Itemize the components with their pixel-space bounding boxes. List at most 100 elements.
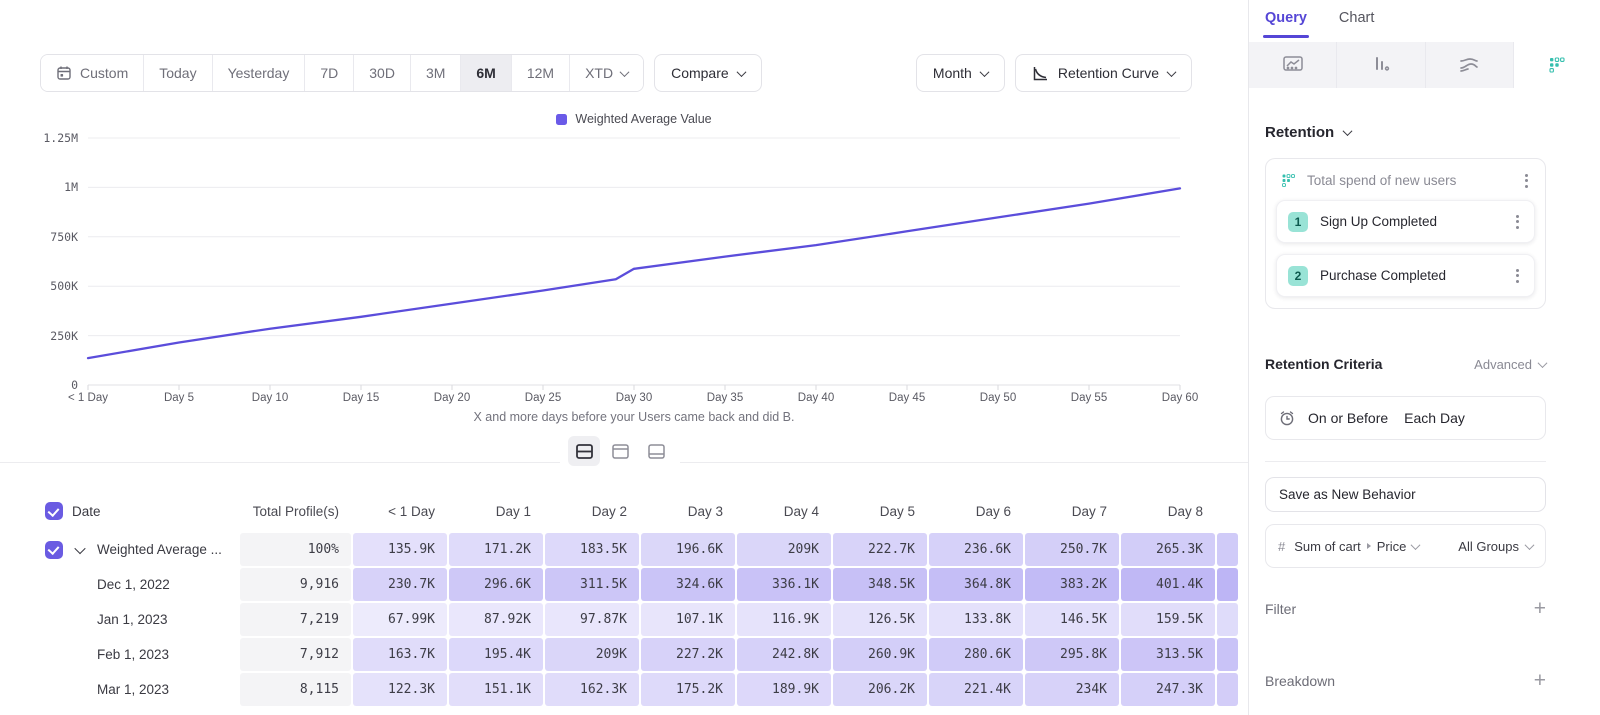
row-date-label: Jan 1, 2023 — [97, 612, 168, 627]
line-plot — [0, 100, 1248, 400]
step-event-label: Sign Up Completed — [1320, 214, 1498, 229]
retention-grid-icon[interactable] — [1514, 42, 1600, 88]
query-sidebar: Query Chart — [1248, 0, 1600, 715]
chart-only-icon[interactable] — [604, 436, 636, 466]
date-range-group: Custom TodayYesterday7D30D3M6M12MXTD — [40, 54, 644, 92]
range-yesterday[interactable]: Yesterday — [213, 55, 306, 91]
x-tick-label: Day 5 — [164, 392, 194, 404]
retention-value-cell: 189.9K — [737, 673, 831, 706]
table-row[interactable]: Weighted Average ...100%135.9K171.2K183.… — [0, 533, 1248, 566]
range-label: Custom — [80, 65, 128, 81]
tab-query[interactable]: Query — [1265, 10, 1307, 38]
total-profiles-cell: 7,912 — [240, 638, 351, 671]
kebab-menu-icon[interactable] — [1510, 268, 1524, 284]
behavior-title: Total spend of new users — [1307, 173, 1509, 188]
compare-button[interactable]: Compare — [654, 54, 762, 92]
retention-section-label: Retention — [1265, 124, 1334, 141]
x-tick-label: Day 55 — [1071, 392, 1107, 404]
measure-dropdown[interactable]: Sum of cart Price — [1294, 539, 1419, 554]
split-view-icon[interactable] — [568, 436, 600, 466]
retention-value-cell: 151.1K — [449, 673, 543, 706]
criteria-timing-row[interactable]: On or Before Each Day — [1265, 396, 1546, 440]
retention-value-cell: 209K — [545, 638, 639, 671]
range-today[interactable]: Today — [144, 55, 212, 91]
calendar-icon — [56, 65, 72, 81]
retention-value-cell: 336.1K — [737, 568, 831, 601]
layout-toggle-group — [560, 436, 680, 466]
filter-label: Filter — [1265, 601, 1534, 617]
retention-value-cell: 126.5K — [833, 603, 927, 636]
total-profiles-cell: 9,916 — [240, 568, 351, 601]
bar-chart-icon[interactable] — [1337, 42, 1425, 88]
chart-type-button[interactable]: Retention Curve — [1015, 54, 1192, 92]
chart-type-label: Retention Curve — [1058, 65, 1159, 81]
retention-value-cell: 196.6K — [641, 533, 735, 566]
criteria-mode-label: Advanced — [1474, 357, 1532, 372]
chevron-down-icon — [736, 67, 746, 77]
kebab-menu-icon[interactable] — [1519, 173, 1533, 189]
range-custom[interactable]: Custom — [41, 55, 144, 91]
x-tick-label: Day 50 — [980, 392, 1016, 404]
table-only-icon[interactable] — [640, 436, 672, 466]
behavior-title-row[interactable]: Total spend of new users — [1266, 159, 1545, 200]
retention-value-cell: 296.6K — [449, 568, 543, 601]
line-chart-icon[interactable] — [1249, 42, 1337, 88]
table-row[interactable]: Jan 1, 20237,21967.99K87.92K97.87K107.1K… — [0, 603, 1248, 636]
breakdown-label: Breakdown — [1265, 673, 1534, 689]
retention-table: DateTotal Profile(s)< 1 DayDay 1Day 2Day… — [0, 492, 1248, 708]
row-checkbox[interactable] — [45, 541, 63, 559]
range-7d[interactable]: 7D — [305, 55, 354, 91]
row-date-label: Dec 1, 2022 — [97, 577, 170, 592]
flow-icon[interactable] — [1426, 42, 1514, 88]
range-30d[interactable]: 30D — [354, 55, 411, 91]
criteria-mode-dropdown[interactable]: Advanced — [1474, 357, 1546, 372]
granularity-label: Month — [933, 65, 972, 81]
tab-chart[interactable]: Chart — [1339, 10, 1374, 38]
add-breakdown-button[interactable]: + — [1534, 670, 1546, 691]
range-3m[interactable]: 3M — [411, 55, 461, 91]
row-date-label: Mar 1, 2023 — [97, 682, 169, 697]
x-tick-label: Day 40 — [798, 392, 834, 404]
table-row[interactable]: Dec 1, 20229,916230.7K296.6K311.5K324.6K… — [0, 568, 1248, 601]
criteria-window-label: Each Day — [1404, 410, 1465, 426]
behavior-step-2[interactable]: 2Purchase Completed — [1276, 254, 1535, 297]
retention-value-cell: 236.6K — [929, 533, 1023, 566]
retention-value-cell: 348.5K — [833, 568, 927, 601]
retention-chart: Weighted Average Value 0250K500K750K1M1.… — [0, 100, 1248, 430]
range-6m[interactable]: 6M — [461, 55, 511, 91]
expand-chevron-icon[interactable] — [74, 542, 85, 553]
x-axis-caption: X and more days before your Users came b… — [88, 410, 1180, 424]
save-as-new-behavior-button[interactable]: Save as New Behavior — [1265, 477, 1546, 512]
table-row[interactable]: Feb 1, 20237,912163.7K195.4K209K227.2K24… — [0, 638, 1248, 671]
retention-section-dropdown[interactable]: Retention — [1265, 124, 1351, 141]
groups-dropdown[interactable]: All Groups — [1458, 539, 1533, 554]
add-filter-button[interactable]: + — [1534, 598, 1546, 619]
retention-value-cell: 401.4K — [1121, 568, 1215, 601]
breakdown-row: Breakdown + — [1265, 670, 1546, 691]
step-number-badge: 2 — [1288, 266, 1308, 286]
range-xtd[interactable]: XTD — [570, 55, 643, 91]
behavior-step-1[interactable]: 1Sign Up Completed — [1276, 200, 1535, 243]
table-row[interactable]: Mar 1, 20238,115122.3K151.1K162.3K175.2K… — [0, 673, 1248, 706]
retention-value-cell: 87.92K — [449, 603, 543, 636]
row-checkbox-slot — [45, 541, 63, 559]
chevron-down-icon — [1411, 540, 1421, 550]
range-12m[interactable]: 12M — [512, 55, 570, 91]
x-tick-label: Day 10 — [252, 392, 288, 404]
header-date-label: Date — [72, 504, 101, 519]
select-all-checkbox[interactable] — [45, 502, 63, 520]
row-expand-slot — [72, 546, 88, 554]
x-tick-label: Day 60 — [1162, 392, 1198, 404]
retention-value-cell: 265.3K — [1121, 533, 1215, 566]
retention-curve-icon — [1032, 65, 1049, 82]
retention-value-cell: 135.9K — [353, 533, 447, 566]
retention-value-cell: 247.3K — [1121, 673, 1215, 706]
clipped-value-cell — [1217, 673, 1238, 706]
groups-label: All Groups — [1458, 539, 1519, 554]
kebab-menu-icon[interactable] — [1510, 214, 1524, 230]
report-type-tabs — [1249, 42, 1600, 88]
retention-grid-icon — [1280, 172, 1297, 189]
clipped-value-cell — [1217, 603, 1238, 636]
row-date-cell: Dec 1, 2022 — [0, 568, 238, 601]
granularity-button[interactable]: Month — [916, 54, 1005, 92]
